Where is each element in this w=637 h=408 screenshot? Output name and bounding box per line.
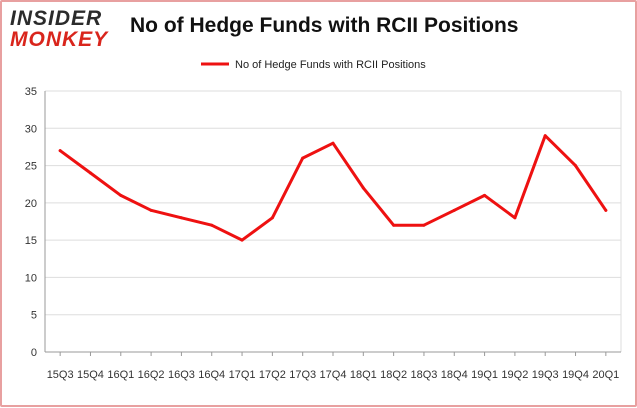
data-point (543, 134, 547, 138)
data-point (119, 193, 123, 197)
y-tick-label: 0 (31, 347, 37, 359)
x-tick-label: 18Q1 (350, 369, 377, 381)
legend-label: No of Hedge Funds with RCII Positions (235, 59, 426, 71)
x-tick-label: 16Q3 (168, 369, 195, 381)
data-point (604, 208, 608, 212)
x-tick-label: 16Q4 (198, 369, 225, 381)
y-tick-label: 10 (25, 272, 37, 284)
data-point (452, 208, 456, 212)
logo-line-2: MONKEY (10, 28, 109, 51)
x-tick-label: 20Q1 (592, 369, 619, 381)
data-point (210, 223, 214, 227)
x-tick-label: 19Q4 (562, 369, 589, 381)
gridlines (45, 90, 621, 316)
y-tick-label: 15 (25, 235, 37, 247)
x-tick-label: 19Q2 (501, 369, 528, 381)
data-point (361, 186, 365, 190)
series-group (58, 134, 608, 242)
x-tick-label: 17Q3 (289, 369, 316, 381)
data-point (392, 223, 396, 227)
x-tick-label: 19Q1 (471, 369, 498, 381)
data-point (88, 171, 92, 175)
x-tick-label: 17Q1 (229, 369, 256, 381)
data-point (574, 164, 578, 168)
y-tick-label: 20 (25, 198, 37, 210)
data-point (179, 216, 183, 220)
x-tick-label: 18Q3 (410, 369, 437, 381)
data-point (58, 149, 62, 153)
axes (44, 90, 622, 353)
y-tick-label: 5 (31, 310, 37, 322)
data-point (422, 223, 426, 227)
data-point (513, 216, 517, 220)
data-point (301, 156, 305, 160)
y-tick-label: 25 (25, 161, 37, 173)
legend: No of Hedge Funds with RCII Positions (201, 59, 426, 71)
x-tick-label: 15Q4 (77, 369, 104, 381)
x-tick-label: 16Q1 (107, 369, 134, 381)
y-tick-label: 35 (25, 86, 37, 98)
data-point (240, 238, 244, 242)
x-tick-label: 18Q4 (441, 369, 468, 381)
series-line-0 (58, 134, 608, 242)
x-tick-label: 17Q4 (320, 369, 347, 381)
data-point (149, 208, 153, 212)
data-point (331, 141, 335, 145)
x-axis-ticks: 15Q3 15Q4 16Q1 16Q2 16Q3 16Q4 17Q1 17Q2 17Q3 17Q4… (47, 352, 619, 381)
data-point (483, 193, 487, 197)
chart-title: No of Hedge Funds with RCII Positions (130, 14, 519, 37)
y-tick-label: 30 (25, 123, 37, 135)
x-tick-label: 19Q3 (532, 369, 559, 381)
insider-monkey-logo: INSIDER MONKEY (10, 8, 120, 56)
x-tick-label: 18Q2 (380, 369, 407, 381)
x-tick-label: 17Q2 (259, 369, 286, 381)
x-tick-label: 15Q3 (47, 369, 74, 381)
x-tick-label: 16Q2 (138, 369, 165, 381)
data-point (270, 216, 274, 220)
y-axis-ticks: 0 5 10 15 20 25 30 35 (25, 86, 37, 359)
logo-line-1: INSIDER (10, 7, 103, 30)
